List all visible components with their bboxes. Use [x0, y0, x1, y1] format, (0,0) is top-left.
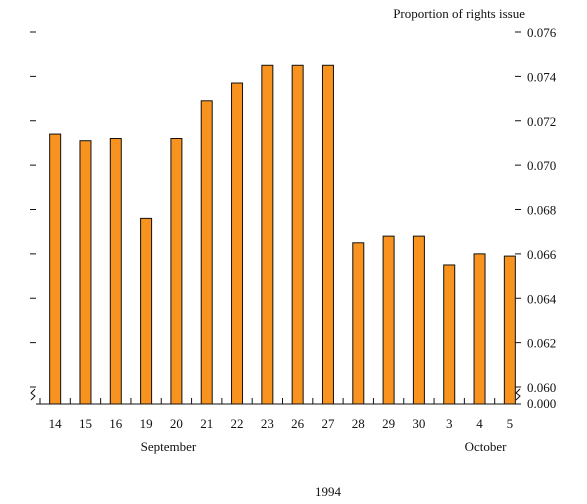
plot-area: 0.060 0.062 0.064 0.066 0.068 0.070 0.072 0.074…	[30, 25, 557, 454]
x-tick-label: 16	[109, 416, 123, 431]
y-tick-label: 0.068	[527, 203, 556, 218]
y-tick-label: 0.074	[527, 69, 557, 84]
y-tick-label: 0.060	[527, 380, 556, 395]
y-tick-label: 0.070	[527, 158, 556, 173]
x-tick-label: 27	[321, 416, 335, 431]
bar	[171, 139, 182, 405]
bar	[50, 134, 61, 404]
y-tick-label: 0.066	[527, 247, 557, 262]
x-tick-label: 28	[352, 416, 365, 431]
y-tick-label: 0.076	[527, 25, 557, 40]
bar	[232, 83, 243, 404]
bar	[383, 236, 394, 404]
bar	[322, 65, 333, 404]
x-tick-label: 15	[79, 416, 92, 431]
bar	[201, 101, 212, 404]
axis-break-mark	[31, 389, 35, 400]
month-label: September	[141, 439, 197, 454]
x-tick-label: 20	[170, 416, 183, 431]
bar	[353, 243, 364, 404]
x-tick-label: 19	[140, 416, 153, 431]
bar	[80, 141, 91, 404]
x-tick-label: 30	[412, 416, 425, 431]
x-tick-label: 14	[49, 416, 63, 431]
bar	[444, 265, 455, 404]
bar	[141, 218, 152, 404]
y-baseline-label: 0.000	[527, 396, 556, 411]
y-axis-title: Proportion of rights issue	[393, 6, 525, 21]
bar	[292, 65, 303, 404]
x-tick-label: 4	[476, 416, 483, 431]
x-tick-label: 26	[291, 416, 305, 431]
y-tick-label: 0.064	[527, 291, 557, 306]
x-tick-label: 22	[231, 416, 244, 431]
y-tick-label: 0.072	[527, 114, 556, 129]
axis-break-mark	[516, 389, 520, 400]
bar	[110, 139, 121, 405]
x-tick-label: 29	[382, 416, 395, 431]
x-tick-label: 3	[446, 416, 453, 431]
x-tick-label: 23	[261, 416, 274, 431]
bar	[504, 256, 515, 404]
x-tick-label: 21	[200, 416, 213, 431]
bar	[474, 254, 485, 404]
month-label: October	[465, 439, 508, 454]
y-tick-label: 0.062	[527, 336, 556, 351]
x-tick-label: 5	[507, 416, 514, 431]
x-axis-year-label: 1994	[315, 484, 342, 499]
bar	[262, 65, 273, 404]
bar	[413, 236, 424, 404]
